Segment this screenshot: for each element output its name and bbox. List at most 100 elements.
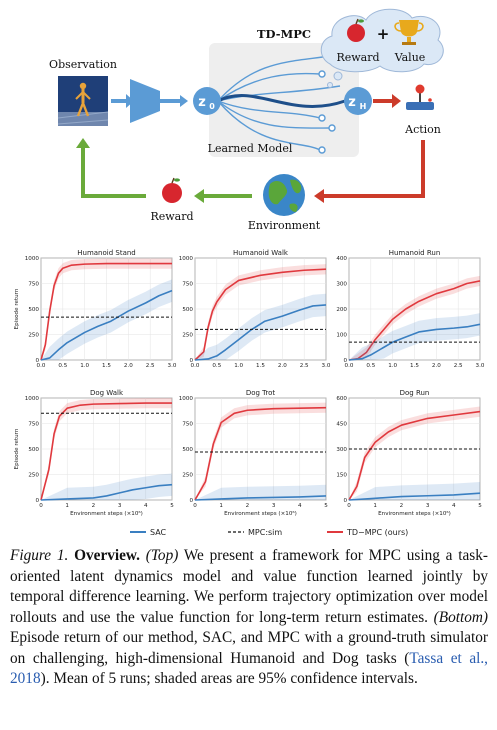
globe-icon bbox=[263, 174, 305, 216]
y-tick-label: 1000 bbox=[179, 396, 194, 402]
y-tick-label: 750 bbox=[28, 282, 39, 288]
y-tick-label: 500 bbox=[182, 447, 193, 453]
x-tick-label: 0 bbox=[193, 503, 197, 509]
y-tick-label: 500 bbox=[28, 307, 39, 313]
humanoid-image bbox=[57, 76, 109, 126]
x-tick-label: 3 bbox=[426, 503, 430, 509]
value-label: Value bbox=[394, 51, 426, 64]
x-tick-label: 2.0 bbox=[124, 363, 133, 369]
y-axis-label: Episode return bbox=[14, 288, 20, 329]
svg-text:z: z bbox=[198, 95, 206, 110]
encoder-icon bbox=[130, 79, 160, 123]
chart-title: Dog Walk bbox=[90, 389, 124, 397]
chart-humanoid-stand: 0.0 0.5 1.0 1.5 2.0 2.5 3.0 0 250 500 750 1000 Human… bbox=[14, 249, 177, 369]
svg-text:0: 0 bbox=[209, 102, 215, 111]
legend-label: SAC bbox=[150, 528, 167, 537]
y-tick-label: 0 bbox=[35, 498, 39, 504]
citation-link[interactable]: Tassa et al., 2018 bbox=[10, 649, 489, 688]
sac-series-line bbox=[348, 323, 481, 361]
y-tick-label: 0 bbox=[343, 358, 347, 364]
chart-title: Dog Trot bbox=[246, 389, 276, 397]
x-tick-label: 2.0 bbox=[278, 363, 287, 369]
apple-icon bbox=[347, 18, 365, 42]
svg-text:H: H bbox=[360, 102, 367, 111]
x-tick-label: 1 bbox=[65, 503, 69, 509]
chart-title: Humanoid Stand bbox=[77, 249, 136, 257]
y-tick-label: 400 bbox=[336, 256, 347, 262]
confidence-band bbox=[195, 293, 326, 360]
x-axis-label: Environment steps (×10⁶) bbox=[70, 510, 143, 517]
legend-label: MPC:sim bbox=[248, 528, 282, 537]
x-tick-label: 1.5 bbox=[410, 363, 419, 369]
x-tick-label: 5 bbox=[170, 503, 174, 509]
y-tick-label: 300 bbox=[336, 282, 347, 288]
overview-diagram: Observation TD-MPC Learned Model z 0 bbox=[49, 8, 444, 232]
reward-top-label: Reward bbox=[336, 51, 379, 64]
y-tick-label: 500 bbox=[28, 447, 39, 453]
joystick-icon bbox=[406, 84, 434, 110]
action-label: Action bbox=[404, 123, 441, 136]
chart-title: Dog Run bbox=[400, 389, 430, 397]
y-tick-label: 100 bbox=[336, 333, 347, 339]
chart-dog-walk: 0 1 2 3 4 5 0 250 500 750 1000 Dog Walk Episode retu… bbox=[14, 389, 174, 517]
x-tick-label: 1.5 bbox=[102, 363, 111, 369]
caption-bold: Overview. bbox=[74, 547, 140, 564]
y-tick-label: 0 bbox=[189, 358, 193, 364]
tdmpc-series-line bbox=[194, 268, 327, 361]
x-tick-label: 5 bbox=[478, 503, 482, 509]
y-tick-label: 500 bbox=[182, 307, 193, 313]
y-tick-label: 450 bbox=[336, 422, 347, 428]
x-tick-label: 4 bbox=[144, 503, 148, 509]
y-tick-label: 750 bbox=[182, 422, 193, 428]
tdmpc-series-line bbox=[40, 402, 172, 501]
x-tick-label: 0.5 bbox=[212, 363, 221, 369]
x-tick-label: 2 bbox=[400, 503, 404, 509]
x-tick-label: 2.5 bbox=[454, 363, 463, 369]
legend-label: TD−MPC (ours) bbox=[346, 528, 408, 537]
x-tick-label: 5 bbox=[324, 503, 328, 509]
y-tick-label: 750 bbox=[182, 282, 193, 288]
y-tick-label: 200 bbox=[336, 307, 347, 313]
tdmpc-series-line bbox=[348, 280, 481, 361]
x-tick-label: 2.5 bbox=[300, 363, 309, 369]
x-axis-label: Environment steps (×10⁶) bbox=[224, 510, 297, 517]
y-tick-label: 250 bbox=[182, 333, 193, 339]
y-axis-label: Episode return bbox=[14, 428, 20, 469]
y-tick-label: 0 bbox=[343, 498, 347, 504]
x-tick-label: 0.0 bbox=[191, 363, 200, 369]
observation-label: Observation bbox=[49, 58, 117, 71]
confidence-band bbox=[349, 406, 480, 500]
x-tick-label: 0.0 bbox=[37, 363, 46, 369]
z0-node bbox=[193, 87, 221, 115]
x-axis-label: Environment steps (×10⁶) bbox=[378, 510, 451, 517]
sac-series-line bbox=[348, 492, 481, 501]
y-tick-label: 300 bbox=[336, 447, 347, 453]
confidence-band bbox=[195, 484, 326, 500]
y-tick-label: 150 bbox=[336, 473, 347, 479]
learned-model-label: Learned Model bbox=[208, 142, 293, 155]
reward-value-cloud bbox=[320, 8, 444, 88]
chart-title: Humanoid Run bbox=[389, 249, 441, 257]
x-tick-label: 3 bbox=[272, 503, 276, 509]
chart-humanoid-walk: 0.0 0.5 1.0 1.5 2.0 2.5 3.0 0 250 500 750 1000 Human… bbox=[179, 249, 331, 369]
y-tick-label: 750 bbox=[28, 422, 39, 428]
svg-text:+: + bbox=[377, 25, 390, 43]
x-tick-label: 3.0 bbox=[476, 363, 485, 369]
x-tick-label: 2.5 bbox=[146, 363, 155, 369]
y-tick-label: 250 bbox=[28, 333, 39, 339]
x-tick-label: 4 bbox=[452, 503, 456, 509]
y-tick-label: 0 bbox=[189, 498, 193, 504]
x-tick-label: 1.0 bbox=[234, 363, 243, 369]
chart-humanoid-run: 0.0 0.5 1.0 1.5 2.0 2.5 3.0 0 100 200 300 400 Humano… bbox=[336, 249, 485, 369]
sac-series-line bbox=[194, 495, 327, 501]
x-tick-label: 1.0 bbox=[80, 363, 89, 369]
x-tick-label: 1.5 bbox=[256, 363, 265, 369]
tdmpc-series-line bbox=[40, 262, 172, 361]
apple-icon bbox=[162, 177, 182, 203]
tdmpc-series-line bbox=[194, 406, 327, 501]
x-tick-label: 2.0 bbox=[432, 363, 441, 369]
sac-series-line bbox=[40, 483, 173, 501]
x-tick-label: 3 bbox=[118, 503, 122, 509]
tdmpc-series-line bbox=[348, 410, 481, 501]
